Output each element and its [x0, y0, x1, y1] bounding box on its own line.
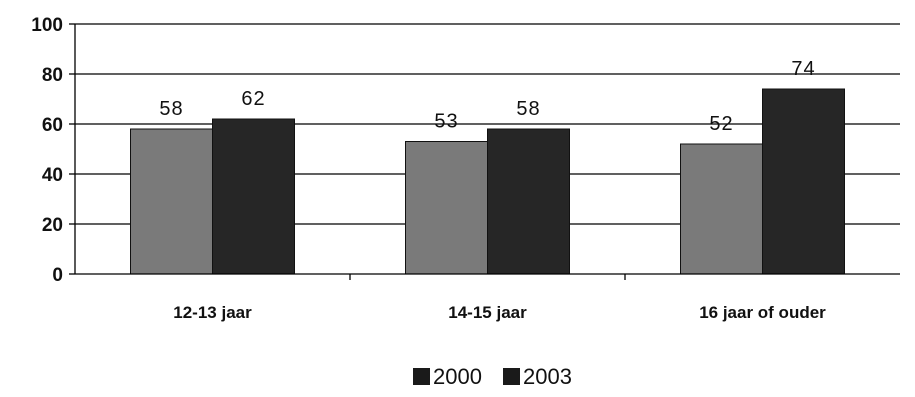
data-label: 62 — [241, 88, 265, 110]
x-category-label: 14-15 jaar — [448, 303, 527, 322]
y-tick-label: 80 — [42, 65, 63, 86]
y-tick-label: 100 — [31, 15, 63, 36]
legend-label: 2000 — [433, 364, 482, 389]
bar-2003-0 — [212, 118, 295, 275]
legend-swatch-2003 — [503, 368, 520, 385]
axes — [69, 23, 900, 280]
x-category-label: 12-13 jaar — [173, 303, 252, 322]
y-tick-label: 40 — [42, 165, 63, 186]
data-label: 74 — [791, 58, 815, 80]
bars — [130, 88, 845, 275]
legend: 2000 2003 — [413, 364, 572, 389]
data-label: 53 — [434, 111, 458, 133]
data-label: 58 — [516, 98, 540, 120]
data-label: 58 — [159, 98, 183, 120]
bar-2000-2 — [680, 143, 763, 275]
bar-2000-0 — [130, 128, 213, 275]
labels: 0 20 40 60 80 100 58 62 12-13 jaar 53 58 14-15 jaar… — [31, 15, 826, 322]
data-label: 52 — [709, 113, 733, 135]
x-category-label: 16 jaar of ouder — [699, 303, 826, 322]
bar-2003-2 — [762, 88, 845, 275]
legend-swatch-2000 — [413, 368, 430, 385]
y-tick-label: 0 — [52, 265, 63, 286]
legend-label: 2003 — [523, 364, 572, 389]
bar-2000-1 — [405, 141, 488, 275]
bar-2003-1 — [487, 128, 570, 275]
y-tick-label: 60 — [42, 115, 63, 136]
y-tick-label: 20 — [42, 215, 63, 236]
